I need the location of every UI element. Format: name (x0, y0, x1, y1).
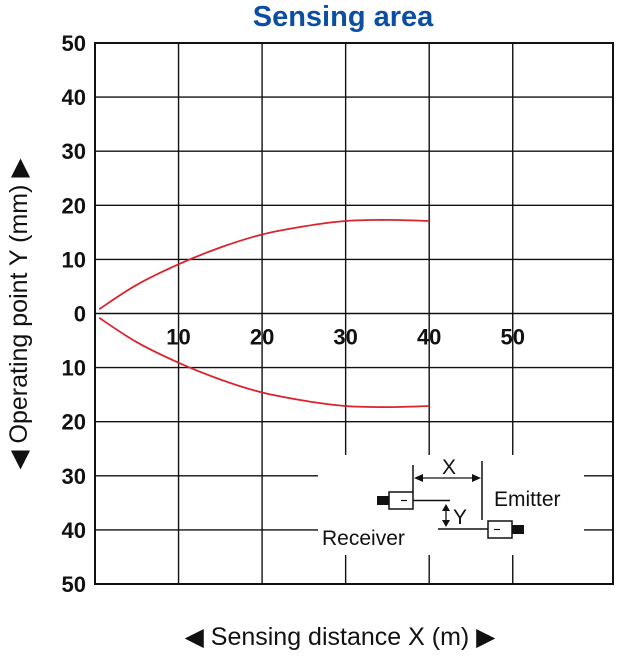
x-tick-label: 10 (166, 325, 190, 350)
inset-x-label: X (442, 456, 456, 479)
y-arrow-down (442, 520, 450, 527)
x-tick-label: 30 (333, 325, 357, 350)
sensing-curves (98, 218, 430, 409)
receiver-connector (377, 496, 389, 505)
y-arrow-up (442, 504, 450, 511)
y-tick-label: 40 (62, 518, 86, 543)
upper-boundary-curve (98, 218, 430, 310)
x-arrow-right (472, 474, 481, 482)
y-tick-labels: 50 40 30 20 10 0 10 20 30 40 50 (62, 31, 86, 597)
chart-title: Sensing area (253, 1, 434, 33)
sensor-diagram-inset: X Y Emitter Receiver (318, 455, 584, 555)
x-tick-label: 20 (250, 325, 274, 350)
y-tick-label: 30 (62, 139, 86, 164)
inset-emitter-label: Emitter (494, 488, 561, 511)
x-axis-label: ◀ Sensing distance X (m) ▶ (185, 623, 497, 651)
x-tick-labels: 10 20 30 40 50 (166, 325, 525, 350)
y-tick-label: 40 (62, 85, 86, 110)
inset-receiver-label: Receiver (322, 527, 405, 550)
plot-frame (94, 42, 614, 585)
x-arrow-left (414, 474, 423, 482)
x-tick-label: 40 (417, 325, 441, 350)
inset-background (318, 455, 584, 555)
inset-y-label: Y (453, 506, 467, 529)
y-tick-label: 20 (62, 193, 86, 218)
emitter-connector (512, 525, 524, 534)
x-tick-label: 50 (500, 325, 524, 350)
y-tick-label: 10 (62, 247, 86, 272)
y-tick-label: 50 (62, 31, 86, 56)
y-tick-label: 10 (62, 356, 86, 381)
y-tick-label: 50 (62, 572, 86, 597)
y-axis-label: ◀ Operating point Y (mm) ▶ (5, 158, 33, 470)
y-tick-label: 30 (62, 464, 86, 489)
y-tick-label: 0 (74, 302, 86, 327)
y-tick-label: 20 (62, 410, 86, 435)
lower-boundary-curve (98, 317, 430, 409)
